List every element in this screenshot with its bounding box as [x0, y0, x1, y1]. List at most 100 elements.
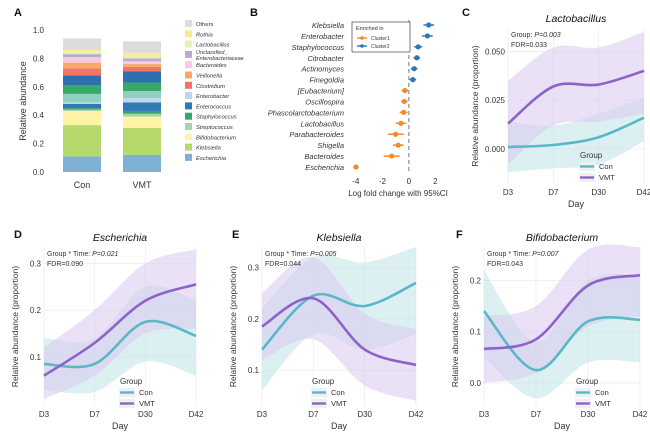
fold-change-point	[402, 87, 408, 94]
taxon-label: Lactobacillus	[301, 119, 345, 128]
y-axis-label: Relative abundance (proportion)	[450, 266, 460, 388]
confidence-band	[44, 249, 196, 399]
x-tick-label: Con	[74, 180, 91, 190]
x-tick-label: D42	[189, 410, 204, 419]
legend-title: Group	[120, 377, 143, 386]
panel-label-c: C	[462, 7, 470, 19]
legend-label: Lactobacillus	[196, 43, 230, 49]
x-tick-label: D3	[39, 410, 50, 419]
chart-title: Lactobacillus	[546, 13, 607, 25]
stat-test-label: Group * Time: P=0.005	[265, 251, 337, 258]
fold-change-point	[400, 109, 407, 115]
legend-swatch	[185, 123, 192, 130]
fdr-value: FDR=0.090	[47, 261, 83, 268]
bar-segment	[123, 116, 161, 128]
y-tick-label: 0.1	[30, 353, 42, 362]
bar-segment	[63, 108, 101, 110]
panel-label-b: B	[250, 7, 258, 19]
y-tick-label: 0.3	[248, 264, 260, 273]
x-tick-label: D30	[357, 410, 372, 419]
bar-segment	[63, 49, 101, 52]
y-tick-label: 1.0	[33, 26, 45, 35]
y-axis-label: Relative abundance	[18, 61, 28, 141]
y-tick-label: 0.0	[33, 168, 45, 177]
y-axis-label: Relative abundance (proportion)	[228, 266, 238, 388]
legend-swatch	[185, 61, 192, 69]
x-tick-label: D42	[409, 410, 424, 419]
legend-label: Enterobacter	[196, 94, 230, 100]
x-tick-label: D7	[531, 410, 542, 419]
legend-swatch	[185, 153, 192, 161]
stat-test-label: Group * Time: P=0.021	[47, 251, 119, 258]
legend-label: Cluster2	[371, 44, 390, 50]
x-tick-label: D42	[633, 410, 648, 419]
x-tick-label: D30	[138, 410, 153, 419]
taxon-label: Parabacteroides	[289, 130, 344, 139]
bar-segment	[123, 71, 161, 83]
legend-label: Staphylococcus	[196, 115, 237, 121]
x-axis-label: Day	[331, 421, 348, 431]
y-axis-label: Relative abundance (proportion)	[470, 45, 480, 167]
bar-segment	[63, 125, 101, 157]
legend-title: Group	[576, 377, 599, 386]
x-axis-label: Day	[568, 199, 585, 209]
legend-label: Clostridium	[196, 84, 225, 90]
series-line	[43, 319, 197, 369]
confidence-band	[508, 31, 644, 165]
legend-title: Group	[312, 377, 335, 386]
fold-change-point	[414, 55, 420, 61]
taxon-label: Staphylococcus	[291, 43, 344, 52]
legend-label: Con	[599, 162, 613, 171]
bar-segment	[123, 64, 161, 67]
legend-label: Con	[139, 388, 153, 397]
series-line	[507, 69, 645, 125]
legend-swatch	[185, 92, 192, 100]
legend-label: Bifidobacterium	[196, 135, 236, 141]
taxon-label: Bacteroides	[304, 152, 344, 161]
y-tick-label: 0.050	[485, 47, 506, 56]
fold-change-point	[393, 131, 399, 137]
legend-swatch	[185, 20, 192, 27]
bar-segment	[63, 110, 101, 126]
fdr-value: FDR=0.033	[511, 42, 547, 49]
legend-swatch	[185, 133, 192, 141]
panel-label-f: F	[456, 229, 463, 241]
legend-label: Con	[331, 388, 345, 397]
x-tick-label: D3	[503, 188, 514, 197]
x-tick-label: D3	[479, 410, 490, 419]
bar-segment	[63, 62, 101, 69]
x-tick-label: D7	[548, 188, 559, 197]
y-axis-label: Relative abundance (proportion)	[10, 266, 20, 388]
x-tick-label: D7	[90, 410, 101, 419]
legend-label: Streptococcus	[196, 125, 233, 131]
bar-segment	[123, 102, 161, 111]
legend-title: Group	[580, 151, 603, 160]
confidence-band	[262, 257, 416, 401]
y-tick-label: 0.2	[470, 276, 482, 285]
y-tick-label: 0.6	[33, 83, 45, 92]
fold-change-point	[426, 22, 432, 28]
legend-swatch	[185, 71, 192, 79]
y-tick-label: 0.2	[248, 315, 260, 324]
taxon-label: Escherichia	[305, 163, 344, 172]
fold-change-point	[424, 33, 431, 39]
p-value: P=0.021	[92, 251, 118, 258]
bar-segment	[63, 51, 101, 55]
x-tick-label: D3	[257, 410, 268, 419]
legend-key-point	[360, 44, 364, 48]
legend-label: Klebsiella	[196, 146, 222, 152]
chart-title: Klebsiella	[317, 232, 362, 244]
x-tick-label: D30	[581, 410, 596, 419]
bar-segment	[63, 56, 101, 63]
bar-segment	[63, 103, 101, 109]
bar-segment	[63, 156, 101, 172]
legend-swatch	[185, 143, 192, 151]
bar-segment	[63, 85, 101, 94]
series-line	[482, 310, 641, 372]
y-tick-label: 0.1	[470, 328, 482, 337]
y-tick-label: 0.0	[470, 379, 482, 388]
y-tick-label: 0.8	[33, 54, 45, 63]
legend-title: Enriched in	[356, 26, 384, 32]
fold-change-point	[398, 120, 404, 126]
